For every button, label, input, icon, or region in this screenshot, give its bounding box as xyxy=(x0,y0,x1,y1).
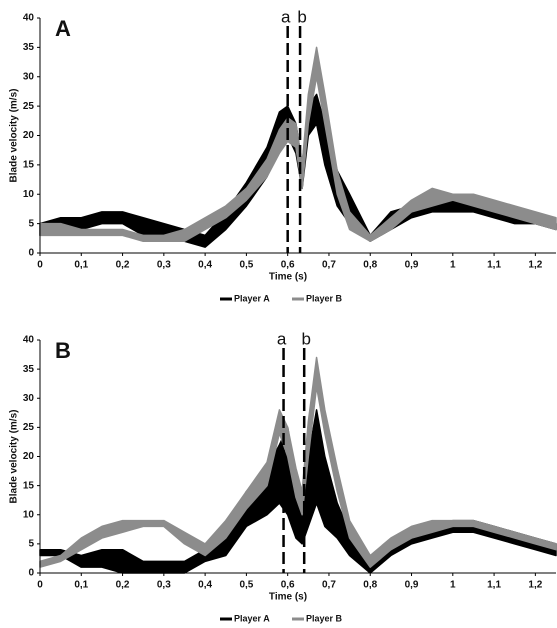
y-tick-label: 20 xyxy=(23,130,35,141)
panel: 0 5 10 15 20 25 30 35 40 0 0,1 0,2 0,3 0,4 0,5 0,6 0,7 0,… xyxy=(9,329,557,623)
y-tick-label: 30 xyxy=(23,393,35,404)
x-tick-label: 1,1 xyxy=(487,260,501,271)
velocity-band xyxy=(39,93,557,248)
panel: 0 5 10 15 20 25 30 35 40 0 0,1 0,2 0,3 0,4 0,5 0,6 0,7 0,… xyxy=(9,7,557,303)
x-tick-label: 0,8 xyxy=(363,580,377,591)
x-tick-label: 0,3 xyxy=(157,260,171,271)
y-tick-label: 0 xyxy=(28,248,34,259)
x-tick-label: 0,9 xyxy=(405,260,419,271)
velocity-band xyxy=(39,46,557,242)
event-label: a xyxy=(281,7,291,26)
panel-label: A xyxy=(55,16,71,41)
y-tick-label: 10 xyxy=(23,189,35,200)
panel-label: B xyxy=(55,338,71,363)
x-tick-label: 1 xyxy=(450,580,456,591)
y-tick-label: 15 xyxy=(23,480,35,491)
x-tick-label: 0,1 xyxy=(74,580,88,591)
x-tick-label: 1,1 xyxy=(487,580,501,591)
x-tick-label: 1,2 xyxy=(528,580,542,591)
event-label: a xyxy=(277,329,287,348)
x-tick-label: 1 xyxy=(450,260,456,271)
y-tick-label: 25 xyxy=(23,422,35,433)
y-axis-title: Blade velocity (m/s) xyxy=(9,410,20,504)
x-tick-label: 0 xyxy=(37,260,43,271)
x-tick-label: 0,4 xyxy=(198,580,212,591)
x-tick-label: 0,7 xyxy=(322,580,336,591)
y-tick-label: 35 xyxy=(23,364,35,375)
x-tick-label: 0,5 xyxy=(239,580,253,591)
x-axis-title: Time (s) xyxy=(269,592,307,603)
velocity-band xyxy=(39,356,557,568)
y-tick-label: 10 xyxy=(23,509,35,520)
x-tick-label: 0,2 xyxy=(116,580,130,591)
x-tick-label: 0,8 xyxy=(363,260,377,271)
x-axis-title: Time (s) xyxy=(269,272,307,283)
y-tick-label: 15 xyxy=(23,160,35,171)
y-tick-label: 30 xyxy=(23,71,35,82)
x-tick-label: 0,5 xyxy=(239,260,253,271)
y-tick-label: 20 xyxy=(23,451,35,462)
y-tick-label: 40 xyxy=(23,13,35,24)
x-tick-label: 0,1 xyxy=(74,260,88,271)
y-axis-title: Blade velocity (m/s) xyxy=(9,89,20,183)
legend-label: Player B xyxy=(306,293,343,303)
x-tick-label: 0,2 xyxy=(116,260,130,271)
y-tick-label: 40 xyxy=(23,335,35,346)
legend-label: Player B xyxy=(306,613,343,623)
y-tick-label: 5 xyxy=(28,218,34,229)
x-tick-label: 0,7 xyxy=(322,260,336,271)
x-tick-label: 0,6 xyxy=(281,260,295,271)
x-tick-label: 0,9 xyxy=(405,580,419,591)
event-label: b xyxy=(301,329,310,348)
x-tick-label: 0,3 xyxy=(157,580,171,591)
y-tick-label: 25 xyxy=(23,101,35,112)
y-tick-label: 5 xyxy=(28,539,34,550)
event-label: b xyxy=(297,7,306,26)
y-tick-label: 0 xyxy=(28,568,34,579)
legend-label: Player A xyxy=(234,293,270,303)
x-tick-label: 0,6 xyxy=(281,580,295,591)
x-tick-label: 0 xyxy=(37,580,43,591)
legend-label: Player A xyxy=(234,613,270,623)
y-tick-label: 35 xyxy=(23,42,35,53)
x-tick-label: 0,4 xyxy=(198,260,212,271)
x-tick-label: 1,2 xyxy=(528,260,542,271)
